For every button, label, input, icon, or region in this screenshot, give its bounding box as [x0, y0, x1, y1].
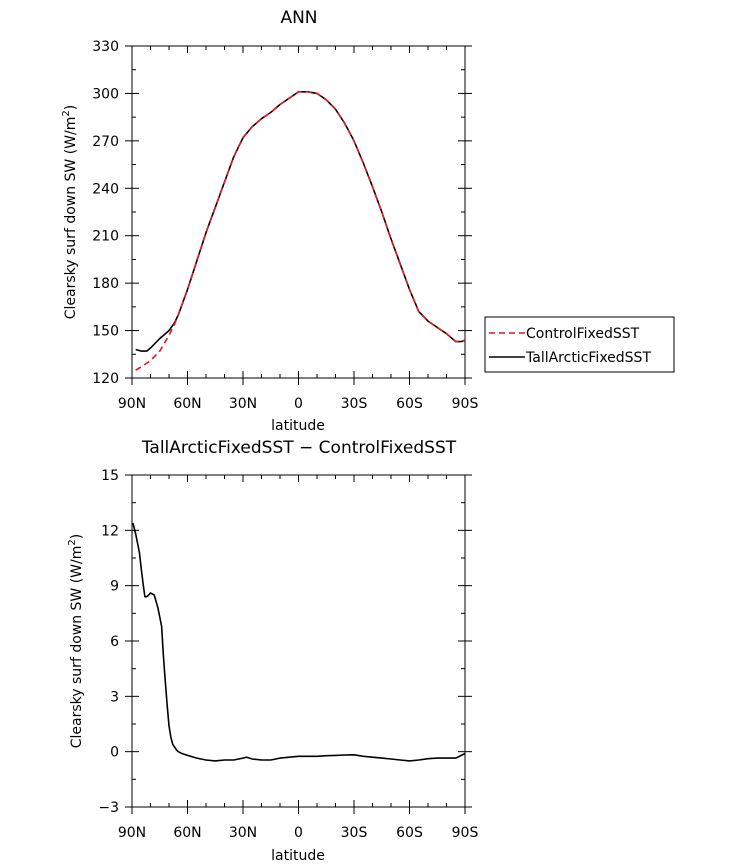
- y-tick-label-2: 3: [110, 689, 119, 705]
- legend-label-control: ControlFixedSST: [526, 326, 640, 342]
- top-chart-y-axis-label-main: Clearsky surf down SW (W/m: [63, 117, 79, 320]
- y-tick-label-3: 6: [110, 634, 119, 650]
- series-line-difference: [132, 522, 466, 762]
- y-tick-label-7: 330: [92, 39, 119, 55]
- y-tick-label-1: 150: [92, 324, 119, 340]
- y-tick-label-6: 300: [92, 86, 119, 102]
- series-line-controlfixedsst: [135, 91, 466, 371]
- bottom-chart-title: TallArcticFixedSST − ControlFixedSST: [141, 438, 457, 458]
- top-chart-y-axis-label: Clearsky surf down SW (W/m2): [61, 105, 79, 319]
- top-chart-y-axis-label-close: ): [63, 105, 79, 110]
- bottom-chart-x-tick-labels: 90N 60N 30N 0 30S 60S 90S: [118, 825, 479, 841]
- x-tick-label-6: 90S: [452, 396, 479, 412]
- bottom-chart-ticks: [125, 474, 472, 814]
- top-chart-ticks: [125, 45, 472, 385]
- top-chart-title: ANN: [280, 8, 317, 28]
- x-tick-label-3: 0: [294, 396, 303, 412]
- series-line-tallarcticfixedsst: [135, 91, 466, 352]
- y-tick-label-2: 180: [92, 276, 119, 292]
- y-tick-label-3: 210: [92, 229, 119, 245]
- y-tick-label-1: 0: [110, 745, 119, 761]
- y-tick-label-4: 9: [110, 579, 119, 595]
- x-tick-label-5: 60S: [396, 396, 423, 412]
- bottom-chart: TallArcticFixedSST − ControlFixedSST 90N…: [67, 438, 478, 864]
- x-tick-label-5: 60S: [396, 825, 423, 841]
- y-tick-label-0: −3: [98, 800, 119, 816]
- legend-label-tallarctic: TallArcticFixedSST: [525, 350, 651, 366]
- x-tick-label-2: 30N: [229, 825, 257, 841]
- x-tick-label-1: 60N: [173, 825, 201, 841]
- bottom-chart-y-axis-label-sup: 2: [67, 539, 78, 545]
- top-chart-x-axis-label: latitude: [271, 418, 325, 434]
- y-tick-label-6: 15: [101, 468, 119, 484]
- x-tick-label-1: 60N: [173, 396, 201, 412]
- x-tick-label-4: 30S: [341, 825, 368, 841]
- bottom-chart-y-tick-labels: −3 0 3 6 9 12 15: [98, 468, 119, 816]
- top-chart: ANN 90N 60N 30N 0 30S 60S 90S 120 150 180 210 240 2…: [61, 8, 675, 434]
- bottom-chart-plot-frame: [131, 474, 466, 808]
- bottom-chart-x-axis-label: latitude: [271, 848, 325, 864]
- x-tick-label-4: 30S: [341, 396, 368, 412]
- top-chart-y-axis-label-sup: 2: [61, 110, 72, 116]
- bottom-chart-y-axis-label-close: ): [69, 534, 85, 539]
- legend-frame: [484, 316, 675, 373]
- y-tick-label-4: 240: [92, 181, 119, 197]
- y-tick-label-5: 12: [101, 523, 119, 539]
- x-tick-label-6: 90S: [452, 825, 479, 841]
- x-tick-label-0: 90N: [118, 825, 146, 841]
- bottom-chart-series: [132, 522, 466, 762]
- top-chart-plot-frame: [131, 45, 466, 379]
- x-tick-label-0: 90N: [118, 396, 146, 412]
- top-chart-y-tick-labels: 120 150 180 210 240 270 300 330: [92, 39, 119, 387]
- x-tick-label-2: 30N: [229, 396, 257, 412]
- x-tick-label-3: 0: [294, 825, 303, 841]
- top-chart-x-tick-labels: 90N 60N 30N 0 30S 60S 90S: [118, 396, 479, 412]
- bottom-chart-y-axis-label: Clearsky surf down SW (W/m2): [67, 534, 85, 748]
- top-chart-legend: ControlFixedSST TallArcticFixedSST: [484, 316, 675, 373]
- y-tick-label-5: 270: [92, 134, 119, 150]
- top-chart-series: [135, 91, 466, 371]
- bottom-chart-y-axis-label-main: Clearsky surf down SW (W/m: [69, 546, 85, 749]
- y-tick-label-0: 120: [92, 371, 119, 387]
